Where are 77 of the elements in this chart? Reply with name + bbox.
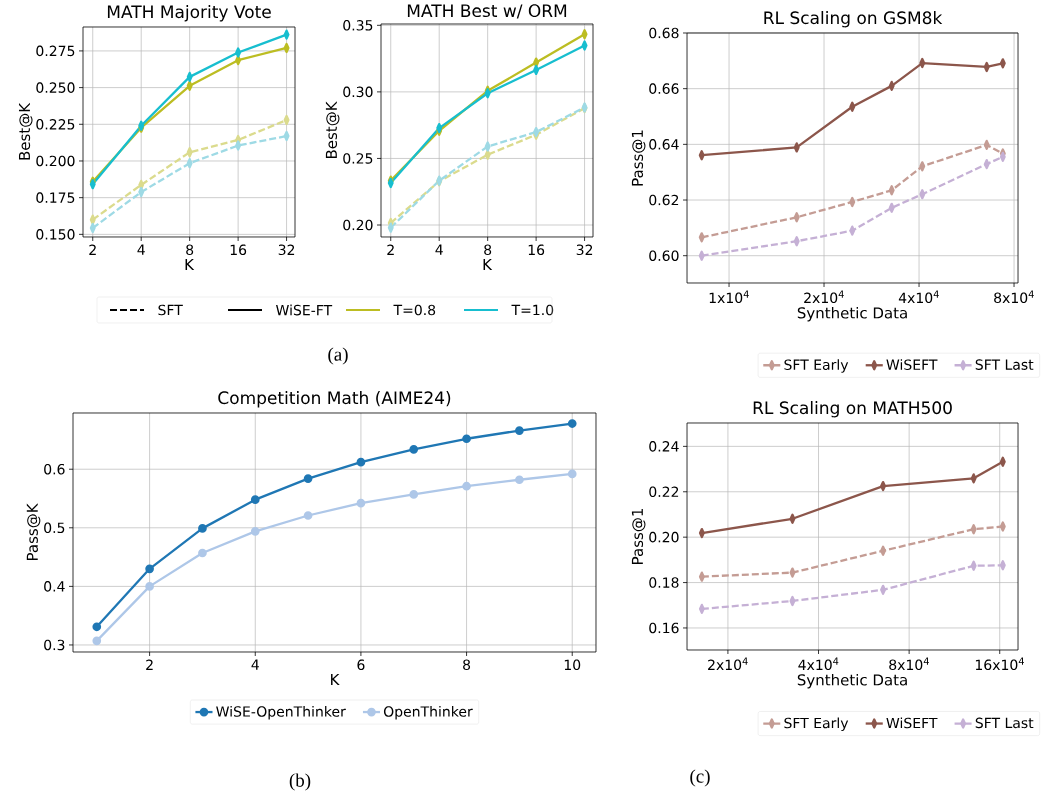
chart-title: MATH Best w/ ORM bbox=[407, 4, 567, 19]
chart-title: RL Scaling on MATH500 bbox=[753, 400, 952, 418]
x-tick-label: 16 bbox=[528, 244, 545, 256]
x-axis-title: K bbox=[185, 258, 195, 270]
x-tick-label: 8x10$^{4}$ bbox=[889, 657, 929, 671]
text: T=1.0 bbox=[511, 304, 554, 316]
x-axis-title: Synthetic Data bbox=[797, 673, 907, 689]
x-tick-label: 8x10$^{4}$ bbox=[994, 290, 1034, 304]
y-tick-label: 0.175 bbox=[36, 192, 75, 203]
y-tick-label: 0.275 bbox=[36, 45, 75, 57]
y-tick-label: 0.250 bbox=[36, 82, 75, 93]
text: SFT bbox=[158, 304, 183, 316]
legend-label: SFT Last bbox=[975, 717, 1034, 729]
y-tick-label: 0.200 bbox=[36, 155, 75, 167]
legend-label: WiSE-OpenThinker bbox=[216, 705, 346, 720]
y-axis-title: Pass@1 bbox=[631, 508, 646, 564]
y-tick-label: 0.150 bbox=[36, 229, 75, 240]
chart-title: MATH Majority Vote bbox=[107, 4, 271, 22]
y-tick-label: 0.20 bbox=[649, 531, 679, 543]
y-tick-label: 0.22 bbox=[649, 486, 679, 498]
x-tick-label: 4x10$^{4}$ bbox=[898, 290, 939, 304]
text: (c) bbox=[690, 769, 710, 787]
text: (a) bbox=[328, 347, 348, 365]
legend-label: OpenThinker bbox=[383, 705, 473, 720]
x-tick-label: 8 bbox=[463, 659, 471, 671]
legend-label: SFT Early bbox=[784, 717, 849, 732]
y-tick-label: 0.225 bbox=[36, 118, 75, 130]
y-tick-label: 0.60 bbox=[649, 250, 679, 261]
text: (b) bbox=[289, 773, 311, 791]
x-tick-label: 6 bbox=[357, 659, 365, 671]
x-tick-label: 4 bbox=[435, 244, 443, 255]
x-tick-label: 4 bbox=[137, 244, 145, 255]
legend-label: WiSEFT bbox=[886, 359, 938, 371]
x-tick-label: 8 bbox=[186, 244, 194, 256]
y-tick-label: 0.62 bbox=[649, 194, 679, 206]
x-tick-label: 32 bbox=[576, 244, 593, 256]
x-tick-label: 10 bbox=[564, 659, 581, 671]
x-tick-label: 2 bbox=[89, 244, 96, 255]
y-tick-label: 0.30 bbox=[343, 86, 373, 98]
y-axis-title: Pass@1 bbox=[631, 130, 646, 186]
x-axis-title: K bbox=[483, 258, 493, 270]
x-tick-label: 16x10$^{4}$ bbox=[975, 657, 1024, 671]
y-tick-label: 0.6 bbox=[44, 463, 65, 475]
chart-title: RL Scaling on GSM8k bbox=[764, 10, 943, 28]
x-tick-label: 4 bbox=[251, 659, 259, 670]
x-tick-label: 8 bbox=[484, 244, 492, 256]
x-axis-title: Synthetic Data bbox=[797, 306, 907, 322]
y-tick-label: 0.68 bbox=[649, 27, 679, 39]
y-tick-label: 0.35 bbox=[343, 20, 373, 31]
text: WiSE-FT bbox=[276, 304, 333, 316]
x-axis-title: K bbox=[331, 673, 340, 685]
chart-title: Competition Math (AIME24) bbox=[218, 390, 451, 408]
x-tick-label: 1x10$^{4}$ bbox=[709, 290, 749, 304]
y-axis-title: Best@K bbox=[325, 101, 340, 159]
legend-label: WiSEFT bbox=[886, 717, 938, 729]
x-tick-label: 2 bbox=[387, 244, 394, 255]
y-tick-label: 0.24 bbox=[649, 441, 679, 452]
text: T=0.8 bbox=[393, 304, 436, 316]
y-tick-label: 0.64 bbox=[649, 139, 679, 150]
y-tick-label: 0.20 bbox=[343, 219, 373, 231]
y-axis-title: Best@K bbox=[18, 102, 33, 160]
y-axis-title: Pass@K bbox=[26, 503, 41, 561]
y-tick-label: 0.3 bbox=[44, 639, 65, 651]
x-tick-label: 32 bbox=[278, 244, 295, 256]
y-tick-label: 0.4 bbox=[44, 581, 65, 592]
y-tick-label: 0.16 bbox=[649, 622, 679, 634]
y-tick-label: 0.66 bbox=[649, 83, 679, 94]
y-tick-label: 0.25 bbox=[343, 153, 373, 164]
y-tick-label: 0.5 bbox=[44, 522, 65, 534]
y-tick-label: 0.18 bbox=[649, 577, 679, 588]
x-tick-label: 2x10$^{4}$ bbox=[804, 290, 844, 304]
x-tick-label: 2 bbox=[146, 659, 153, 670]
x-tick-label: 16 bbox=[230, 244, 247, 256]
x-tick-label: 2x10$^{4}$ bbox=[708, 657, 748, 671]
legend-label: SFT Last bbox=[975, 359, 1034, 370]
legend-label: SFT Early bbox=[784, 359, 849, 373]
x-tick-label: 4x10$^{4}$ bbox=[798, 657, 839, 671]
